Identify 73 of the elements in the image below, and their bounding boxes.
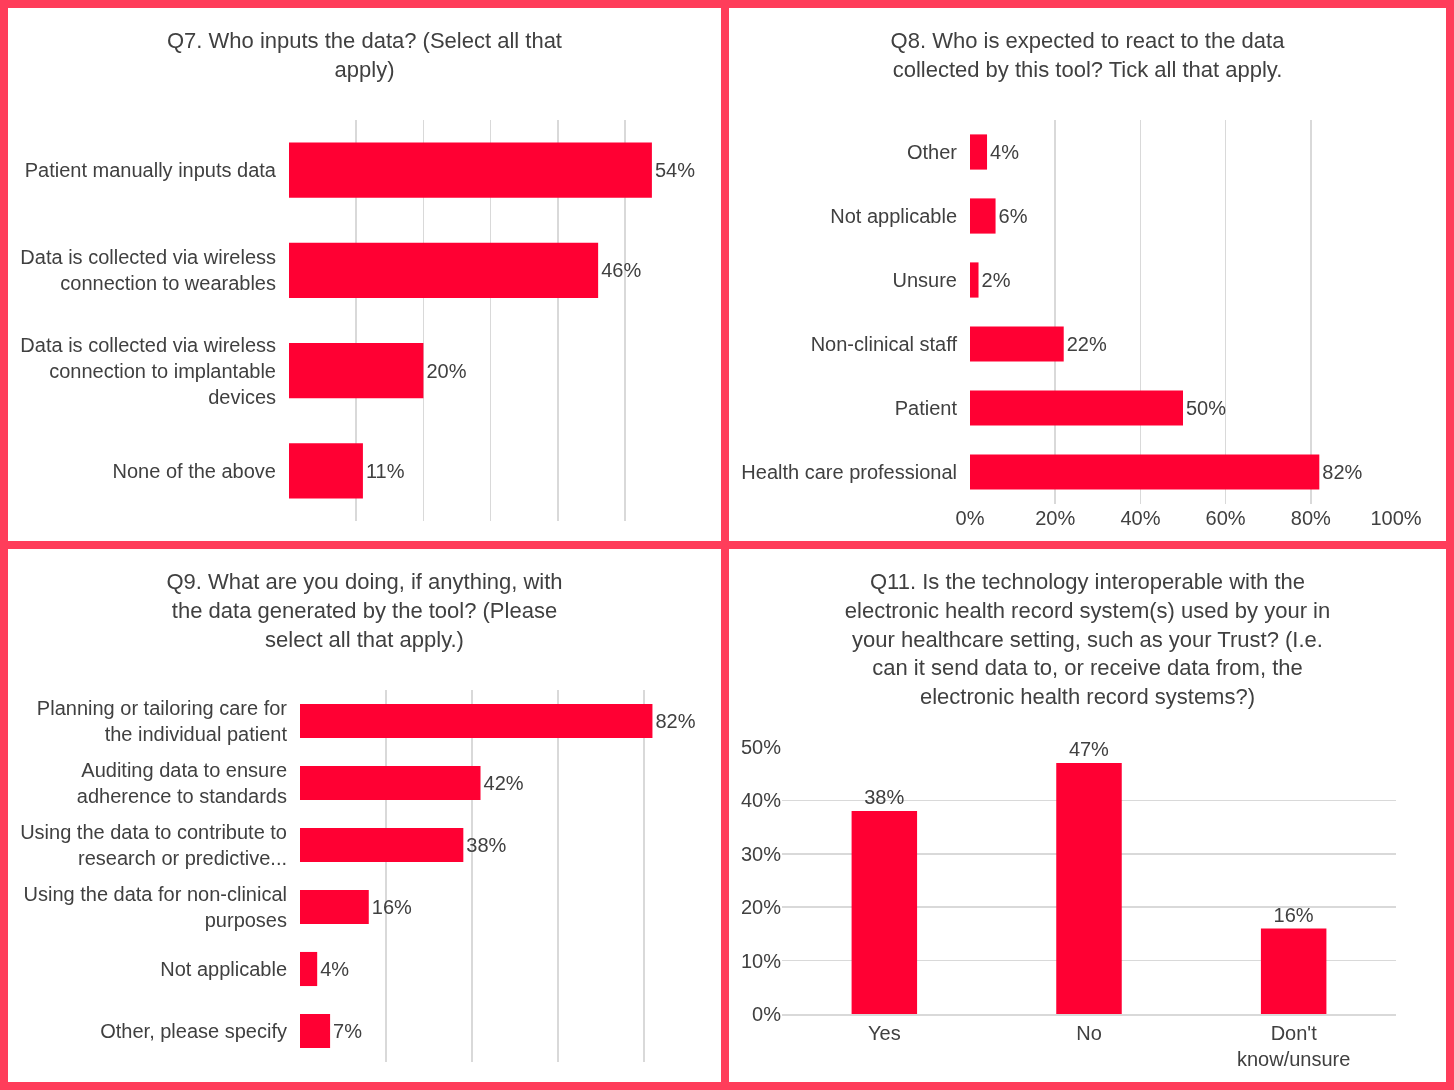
y-tick-label: 10% bbox=[740, 949, 782, 972]
data-label: 4% bbox=[320, 958, 350, 980]
y-tick-label: Patient bbox=[894, 397, 958, 419]
data-label: 38% bbox=[864, 786, 905, 809]
data-label: 47% bbox=[1068, 738, 1110, 761]
data-label: 42% bbox=[483, 772, 524, 794]
bar bbox=[300, 1013, 331, 1049]
y-tick-label: 20% bbox=[740, 896, 782, 919]
x-tick-label: 0% bbox=[955, 507, 985, 529]
data-label: 46% bbox=[601, 259, 642, 282]
y-tick-label: 50% bbox=[740, 736, 782, 758]
bar bbox=[289, 242, 599, 298]
x-tick-label: 40% bbox=[1120, 507, 1161, 529]
x-tick-label: 80% bbox=[1290, 507, 1332, 529]
bar bbox=[289, 142, 652, 198]
chart-title: Q11. Is the technology interoperable with the electronic health record system(s) used by your in your healthcare setting, such as your Trust? (I.e. can it send data to, or receive data from, the electronic health record systems?) bbox=[844, 569, 1331, 709]
bar bbox=[300, 951, 318, 987]
y-tick-label: None of the above bbox=[112, 459, 276, 482]
y-tick-label: Data is collected via wireless connection to wearables bbox=[20, 246, 276, 295]
bar bbox=[1260, 928, 1327, 1014]
bar bbox=[970, 390, 1183, 426]
data-label: 16% bbox=[371, 896, 413, 918]
bar bbox=[289, 443, 363, 499]
bar bbox=[1056, 763, 1122, 1014]
y-tick-label: Not applicable bbox=[160, 958, 287, 980]
bar bbox=[970, 454, 1320, 490]
data-label: 38% bbox=[466, 834, 507, 856]
y-tick-label: Planning or tailoring care for the individual patient bbox=[36, 697, 288, 745]
y-tick-label: Using the data for non-clinical purposes bbox=[23, 883, 287, 931]
bar bbox=[851, 811, 918, 1014]
bar bbox=[300, 703, 653, 739]
data-label: 4% bbox=[990, 141, 1020, 163]
data-label: 11% bbox=[365, 459, 405, 482]
y-tick-label: 30% bbox=[740, 842, 782, 865]
bar bbox=[289, 343, 424, 399]
bar bbox=[300, 889, 369, 925]
y-tick-label: Other, please specify bbox=[100, 1020, 287, 1042]
y-tick-label: Unsure bbox=[892, 269, 957, 291]
bar bbox=[970, 134, 988, 170]
x-tick-label: 60% bbox=[1205, 507, 1246, 529]
y-tick-label: Not applicable bbox=[830, 205, 957, 227]
y-tick-label: Auditing data to ensure adherence to standards bbox=[76, 759, 287, 807]
bar bbox=[970, 198, 996, 234]
bar bbox=[300, 827, 464, 863]
bar bbox=[970, 262, 979, 298]
data-label: 20% bbox=[426, 359, 467, 382]
y-tick-label: Other bbox=[906, 141, 958, 163]
data-label: 82% bbox=[655, 710, 696, 732]
data-label: 82% bbox=[1322, 461, 1363, 483]
data-label: 2% bbox=[981, 269, 1011, 291]
data-label: 22% bbox=[1066, 333, 1107, 355]
chart-title: Q7. Who inputs the data? (Select all that apply) bbox=[166, 28, 563, 82]
chart-title: Q8. Who is expected to react to the data collected by this tool? Tick all that apply. bbox=[890, 28, 1286, 82]
x-tick-label: 20% bbox=[1035, 507, 1076, 529]
bar bbox=[970, 326, 1064, 362]
x-tick-label: No bbox=[1076, 1021, 1102, 1044]
x-tick-label: Yes bbox=[868, 1021, 901, 1044]
data-label: 54% bbox=[654, 159, 696, 182]
x-tick-label: 100% bbox=[1370, 507, 1422, 529]
data-label: 6% bbox=[998, 205, 1028, 227]
y-tick-label: 40% bbox=[740, 789, 782, 812]
data-label: 16% bbox=[1273, 903, 1314, 926]
x-tick-label: Don't know/unsure bbox=[1236, 1021, 1351, 1070]
data-label: 50% bbox=[1186, 397, 1227, 419]
y-tick-label: Data is collected via wireless connection to implantable devices bbox=[20, 333, 276, 408]
y-tick-label: Using the data to contribute to research or predictive... bbox=[20, 821, 287, 869]
data-label: 7% bbox=[333, 1020, 363, 1042]
y-tick-label: Health care professional bbox=[741, 461, 957, 483]
y-tick-label: Patient manually inputs data bbox=[24, 159, 277, 182]
y-tick-label: Non-clinical staff bbox=[810, 333, 958, 355]
y-tick-label: 0% bbox=[752, 1003, 782, 1025]
bar bbox=[300, 765, 481, 801]
chart-title: Q9. What are you doing, if anything, with the data generated by the tool? (Please select all that apply.) bbox=[166, 569, 563, 652]
